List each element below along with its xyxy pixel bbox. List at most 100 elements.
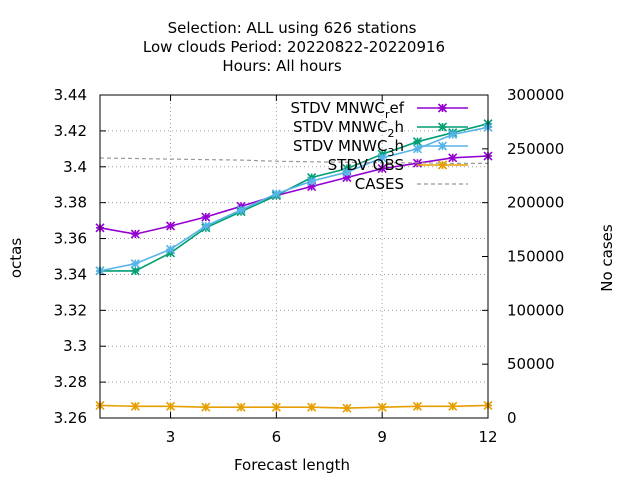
marker-stroke <box>271 402 281 412</box>
marker-stroke <box>130 266 140 276</box>
legend-marker-3 <box>437 160 448 170</box>
series-0-point <box>165 221 176 231</box>
marker-stroke <box>342 167 352 177</box>
series-3-point <box>412 401 423 411</box>
series-2-point <box>236 205 246 215</box>
x-axis-label: Forecast length <box>234 456 350 474</box>
marker-stroke <box>377 153 387 163</box>
series-3-point <box>342 403 352 413</box>
y-tick-label: 3.34 <box>54 265 87 283</box>
series-2-point <box>165 244 176 254</box>
marker-stroke <box>437 103 448 113</box>
series-3-point <box>201 402 211 412</box>
marker-stroke <box>437 160 448 170</box>
marker-stroke <box>412 137 423 147</box>
y2-tick-label: 150000 <box>507 248 564 266</box>
y2-tick-label: 200000 <box>507 194 564 212</box>
series-2-point <box>271 189 281 199</box>
y2-tick-label: 50000 <box>507 355 555 373</box>
legend-label-3: STDV OBS <box>328 156 404 174</box>
legend-label-4: CASES <box>355 175 404 193</box>
marker-stroke <box>165 221 176 231</box>
series-line-4 <box>99 157 488 164</box>
legend-marker-1 <box>437 122 448 132</box>
y-tick-label: 3.42 <box>54 122 87 140</box>
legend-label-tail: h <box>394 118 404 136</box>
series-3-point <box>307 402 317 412</box>
marker-stroke <box>342 403 352 413</box>
series-3-point <box>377 402 387 412</box>
marker-stroke <box>236 402 246 412</box>
legend-marker-2 <box>437 141 448 151</box>
x-tick-label: 3 <box>166 428 176 446</box>
series-3-point <box>271 402 281 412</box>
axes: 3.26 3.28 3.3 3.32 3.34 3.36 3.38 3.4 3.42 3.44 0 5… <box>54 86 565 446</box>
series-2-point <box>342 167 352 177</box>
y2-tick-label: 0 <box>507 409 517 427</box>
y2-tick-label: 300000 <box>507 86 564 104</box>
series-1-point <box>412 137 423 147</box>
marker-stroke <box>130 401 140 411</box>
series-line-3 <box>99 404 489 409</box>
marker-stroke <box>307 402 317 412</box>
series-2-point <box>130 259 140 269</box>
plot-area <box>95 119 493 413</box>
chart-title-line-2: Low clouds Period: 20220822-20220916 <box>143 38 445 56</box>
marker-stroke <box>271 189 281 199</box>
series-line-0 <box>99 155 489 235</box>
legend-label-sub: 2 <box>387 127 394 140</box>
marker-stroke <box>448 153 458 163</box>
legend-label-sub: 3 <box>387 146 394 159</box>
marker-stroke <box>377 402 387 412</box>
y2-tick-label: 250000 <box>507 140 564 158</box>
marker-stroke <box>201 212 211 222</box>
series-0-point <box>448 153 458 163</box>
y-tick-label: 3.36 <box>54 230 87 248</box>
legend-label-tail: ef <box>389 99 404 117</box>
legend-label-base: CASES <box>355 175 404 193</box>
marker-stroke <box>437 122 448 132</box>
y-axis-label: octas <box>7 238 25 278</box>
series-0-point <box>130 229 140 239</box>
series-0-point <box>201 212 211 222</box>
legend-marker-0 <box>437 103 448 113</box>
marker-stroke <box>201 402 211 412</box>
legend-label-2: STDV MNWC3h <box>293 137 404 159</box>
x-tick-label: 6 <box>272 428 282 446</box>
y-tick-label: 3.4 <box>63 158 87 176</box>
legend-label-0: STDV MNWCref <box>290 99 404 121</box>
series-0-point <box>377 164 387 174</box>
legend-label-sub: r <box>385 108 390 121</box>
marker-stroke <box>165 401 176 411</box>
x-tick-label: 9 <box>377 428 387 446</box>
y-tick-label: 3.38 <box>54 194 87 212</box>
series-3-point <box>165 401 176 411</box>
y-tick-label: 3.26 <box>54 409 87 427</box>
legend-label-base: STDV MNWC <box>290 99 384 117</box>
series-line-1 <box>100 122 489 272</box>
marker-stroke <box>307 176 317 186</box>
legend-label-base: STDV MNWC <box>293 118 387 136</box>
series-3-point <box>130 401 140 411</box>
chart-title: Selection: ALL using 626 stations Low cl… <box>143 19 445 75</box>
marker-stroke <box>448 401 458 411</box>
chart-title-line-1: Selection: ALL using 626 stations <box>168 19 417 37</box>
legend-label-base: STDV MNWC <box>293 137 387 155</box>
marker-stroke <box>165 244 176 254</box>
grid <box>100 95 488 418</box>
x-tick-label: 12 <box>478 428 497 446</box>
y-tick-label: 3.32 <box>54 301 87 319</box>
marker-stroke <box>236 205 246 215</box>
marker-stroke <box>201 221 211 231</box>
series-2-point <box>377 153 387 163</box>
marker-stroke <box>130 259 140 269</box>
y-tick-label: 3.28 <box>54 373 87 391</box>
y2-tick-label: 100000 <box>507 301 564 319</box>
series-3-point <box>448 401 458 411</box>
marker-stroke <box>412 401 423 411</box>
series-3-point <box>236 402 246 412</box>
marker-stroke <box>448 129 458 140</box>
legend-label-base: STDV OBS <box>328 156 404 174</box>
